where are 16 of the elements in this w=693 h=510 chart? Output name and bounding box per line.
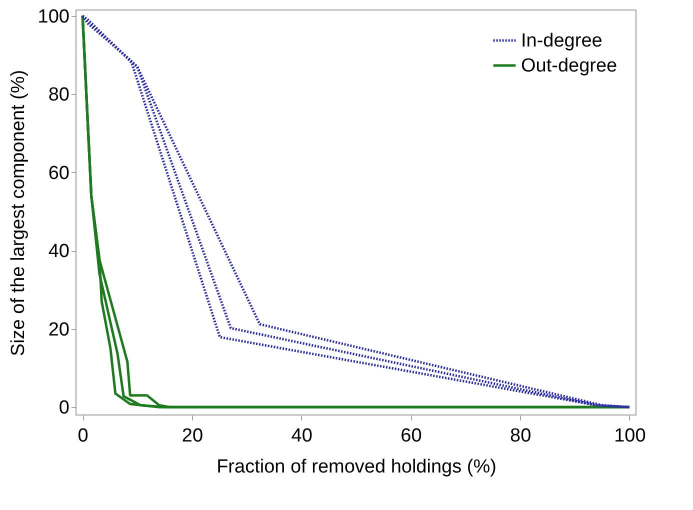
y-tick-label: 40 <box>48 241 70 262</box>
x-tick-label: 60 <box>400 426 422 446</box>
legend-label: Out-degree <box>521 56 618 76</box>
x-tick-label: 100 <box>614 426 646 446</box>
x-tick-label: 80 <box>510 426 532 446</box>
y-tick-label: 60 <box>48 162 70 184</box>
y-tick-label: 100 <box>38 6 70 28</box>
y-tick-label: 0 <box>58 398 70 419</box>
x-tick-label: 20 <box>182 426 204 446</box>
legend-label: In-degree <box>521 30 602 52</box>
y-tick-label: 80 <box>48 84 70 106</box>
x-axis-title: Fraction of removed holdings (%) <box>216 456 496 478</box>
y-tick-label: 20 <box>48 319 70 340</box>
x-tick-label: 40 <box>291 426 312 446</box>
y-axis-title: Size of the largest component (%) <box>8 70 29 356</box>
x-tick-label: 0 <box>78 426 88 446</box>
